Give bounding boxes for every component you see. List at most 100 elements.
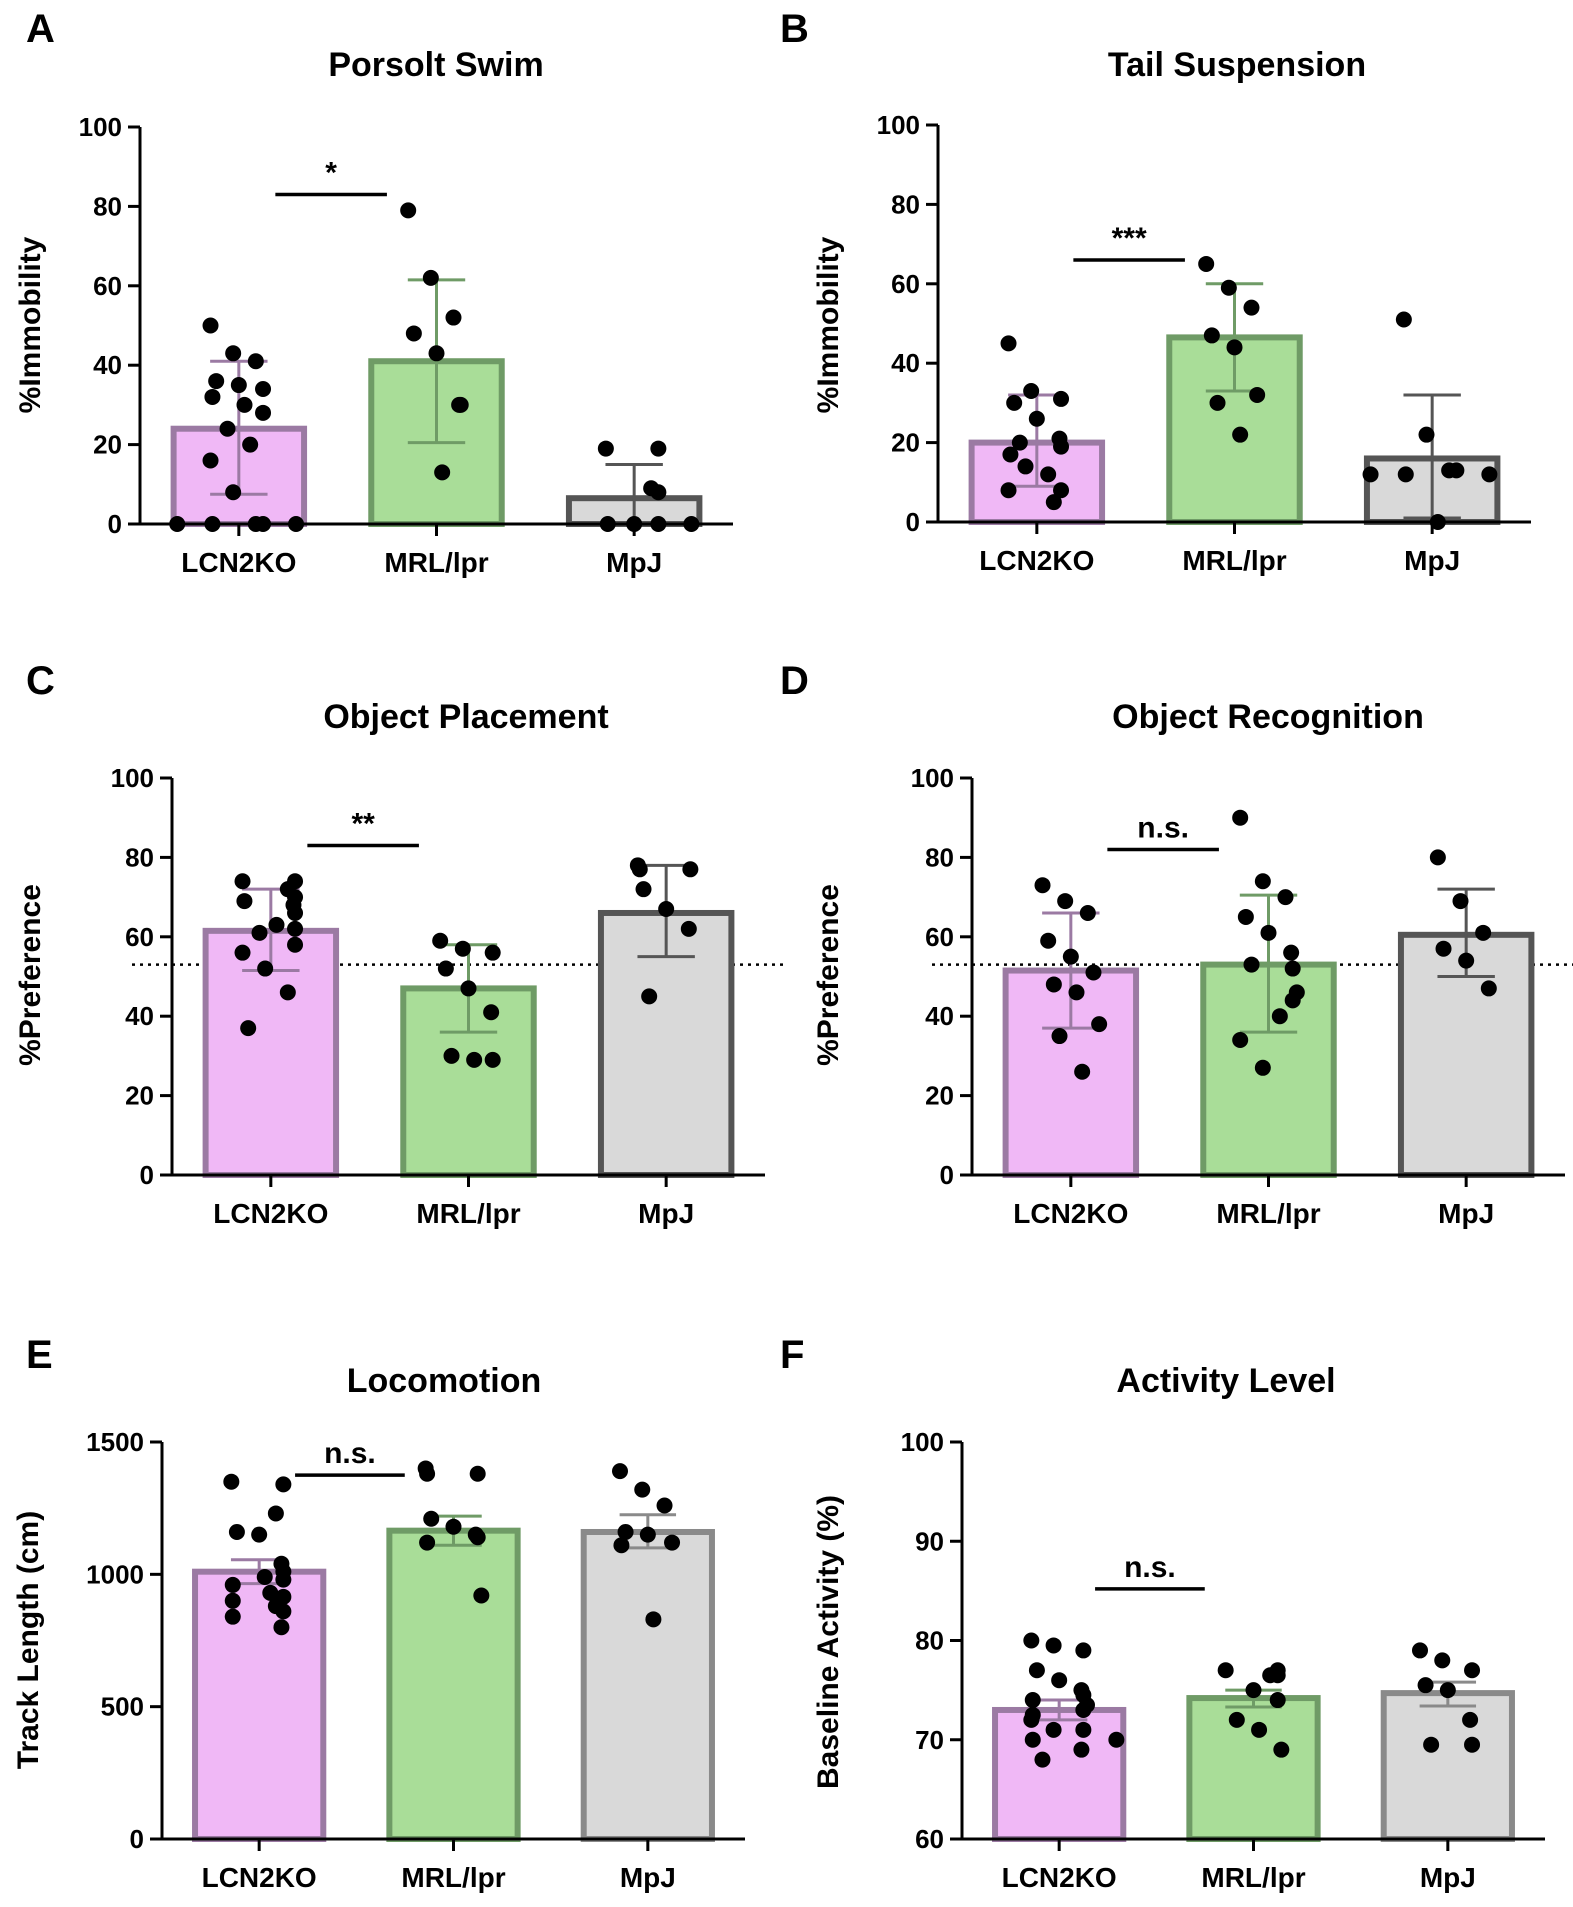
- data-point: [682, 861, 699, 878]
- data-point: [658, 901, 675, 918]
- data-point: [1057, 893, 1074, 910]
- data-point: [1397, 466, 1414, 483]
- y-tick-label: 500: [101, 1692, 144, 1722]
- significance-label: ***: [1112, 222, 1147, 255]
- y-tick-label: 100: [901, 1427, 944, 1457]
- data-point: [400, 202, 417, 219]
- data-point: [1269, 1692, 1286, 1709]
- data-point: [1034, 1751, 1051, 1768]
- y-tick-label: 80: [125, 842, 154, 872]
- y-tick-label: 40: [125, 1001, 154, 1031]
- data-point: [645, 1611, 662, 1628]
- panel-c: C Object Placement %Preference 0 20 40 60 80…: [14, 659, 785, 1229]
- panel-a: A Porsolt Swim %Immobility 0 20 40 60 80 100 L…: [14, 7, 733, 578]
- chart-title: Locomotion: [347, 1362, 542, 1400]
- plot-area: 0 20 40 60 80 100 LCN2KO MRL/lpr MpJ n.s.: [911, 763, 1573, 1229]
- data-point: [1051, 1028, 1068, 1045]
- y-tick-label: 60: [93, 271, 122, 301]
- data-point: [275, 1603, 292, 1620]
- panel-e: E Locomotion Track Length (cm) 0 500 1000 1…: [12, 1333, 745, 1893]
- data-point: [434, 464, 451, 481]
- data-point: [1412, 1642, 1429, 1659]
- data-point: [1002, 446, 1019, 463]
- data-point: [1480, 980, 1497, 997]
- bar-lcn2ko: [192, 1568, 327, 1842]
- plot-area: 0 500 1000 1500 LCN2KO MRL/lpr MpJ n.s.: [86, 1427, 745, 1893]
- data-point: [1277, 889, 1294, 906]
- data-point: [405, 325, 422, 342]
- data-point: [236, 893, 253, 910]
- data-point: [1024, 1692, 1041, 1709]
- data-point: [680, 920, 697, 937]
- data-point: [275, 1476, 292, 1493]
- y-tick-label: 60: [925, 922, 954, 952]
- data-point: [1362, 466, 1379, 483]
- x-tick-label: LCN2KO: [213, 1198, 328, 1229]
- data-point: [1000, 335, 1017, 352]
- data-point: [634, 1481, 651, 1498]
- data-point: [1068, 984, 1085, 1001]
- y-tick-label: 20: [925, 1081, 954, 1111]
- data-point: [641, 988, 658, 1005]
- data-point: [224, 1608, 241, 1625]
- y-tick-label: 80: [925, 842, 954, 872]
- data-point: [1073, 1741, 1090, 1758]
- data-point: [1209, 394, 1226, 411]
- y-tick-label: 70: [915, 1725, 944, 1755]
- data-point: [1023, 1632, 1040, 1649]
- data-point: [1053, 482, 1070, 499]
- data-point: [251, 1526, 268, 1543]
- data-point: [1237, 908, 1254, 925]
- plot-area: 60 70 80 90 100 LCN2KO MRL/lpr MpJ n.s.: [901, 1427, 1545, 1893]
- data-point: [247, 353, 264, 370]
- y-axis-label: %Immobility: [14, 236, 47, 413]
- data-point: [1284, 960, 1301, 977]
- data-point: [1053, 390, 1070, 407]
- data-point: [275, 1571, 292, 1588]
- y-tick-label: 20: [125, 1081, 154, 1111]
- data-point: [1260, 924, 1277, 941]
- x-tick-label: MpJ: [1404, 545, 1460, 576]
- data-point: [242, 436, 259, 453]
- panel-letter: F: [780, 1333, 804, 1377]
- data-point: [1023, 1711, 1040, 1728]
- data-point: [1040, 466, 1057, 483]
- data-point: [445, 1518, 462, 1535]
- data-point: [1273, 1741, 1290, 1758]
- data-point: [432, 932, 449, 949]
- bar-mrl-lpr: [1186, 1695, 1321, 1842]
- data-point: [1045, 1721, 1062, 1738]
- data-point: [208, 373, 225, 390]
- x-tick-label: MRL/lpr: [1201, 1862, 1305, 1893]
- data-point: [1232, 426, 1249, 443]
- data-point: [223, 1473, 240, 1490]
- x-tick-label: MpJ: [1420, 1862, 1476, 1893]
- bar-mpj: [1380, 1690, 1515, 1843]
- data-point: [225, 484, 242, 501]
- data-point: [1232, 1032, 1249, 1049]
- y-axis-label: Track Length (cm): [12, 1511, 45, 1769]
- data-point: [484, 1051, 501, 1068]
- data-point: [1429, 849, 1446, 866]
- data-point: [1220, 279, 1237, 296]
- data-point: [419, 1534, 436, 1551]
- y-tick-label: 80: [891, 189, 920, 219]
- data-point: [445, 309, 462, 326]
- significance-label: n.s.: [1124, 1551, 1176, 1584]
- data-point: [452, 396, 469, 413]
- x-tick-label: MRL/lpr: [401, 1862, 505, 1893]
- x-tick-label: MRL/lpr: [1182, 545, 1286, 576]
- data-point: [1006, 394, 1023, 411]
- y-tick-label: 40: [93, 350, 122, 380]
- data-point: [287, 904, 304, 921]
- data-point: [256, 1568, 273, 1585]
- data-point: [1074, 1063, 1091, 1080]
- chart-title: Activity Level: [1116, 1362, 1335, 1400]
- panel-letter: B: [780, 7, 809, 51]
- x-tick-label: MpJ: [620, 1862, 676, 1893]
- data-point: [251, 924, 268, 941]
- y-tick-label: 0: [906, 507, 920, 537]
- y-axis-label: %Preference: [14, 884, 47, 1066]
- data-point: [650, 484, 667, 501]
- data-point: [1269, 1667, 1286, 1684]
